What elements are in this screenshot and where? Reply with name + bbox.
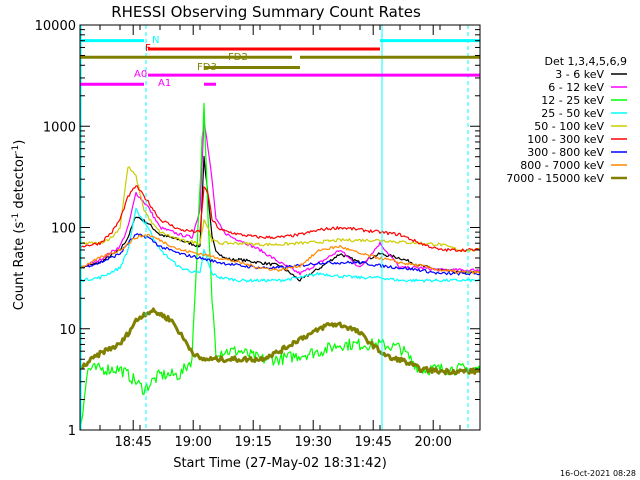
legend-entry-0: 3 - 6 keV bbox=[555, 68, 604, 81]
legend-title: Det 1,3,4,5,6,9 bbox=[544, 55, 627, 68]
y-tick-label-4: 10000 bbox=[35, 19, 76, 34]
svg-text:Count Rate (s-1 detector-1): Count Rate (s-1 detector-1) bbox=[11, 140, 27, 311]
x-tick-label-4: 19:45 bbox=[354, 435, 391, 450]
series-line-6 bbox=[79, 233, 481, 276]
x-tick-label-1: 19:00 bbox=[174, 435, 211, 450]
legend-entry-3: 25 - 50 keV bbox=[541, 107, 604, 120]
y-tick-label-0: 1 bbox=[68, 424, 76, 439]
x-axis-label: Start Time (27-May-02 18:31:42) bbox=[173, 456, 387, 471]
y-axis-label-sup2: -1 bbox=[11, 145, 21, 154]
legend-entry-8: 7000 - 15000 keV bbox=[506, 172, 604, 185]
state-label-4: A0 bbox=[134, 69, 147, 80]
state-label-3: FD3 bbox=[197, 62, 217, 73]
x-tick-label-3: 19:30 bbox=[294, 435, 331, 450]
legend-entry-4: 50 - 100 keV bbox=[534, 120, 604, 133]
state-label-5: A1 bbox=[158, 78, 171, 89]
x-tick-label-2: 19:15 bbox=[234, 435, 271, 450]
series-line-4 bbox=[79, 166, 481, 252]
state-label-0: N bbox=[152, 35, 159, 46]
legend-entry-6: 300 - 800 keV bbox=[527, 146, 604, 159]
state-label-2: FD2 bbox=[228, 52, 248, 63]
chart-title: RHESSI Observing Summary Count Rates bbox=[111, 3, 421, 21]
plot-area: NF FD2 FD3 A0 A1 1 10 100 1000 10000 18:45 19:00 19:… bbox=[35, 19, 481, 450]
legend-entry-2: 12 - 25 keV bbox=[541, 94, 604, 107]
y-axis-label-sup1: -1 bbox=[11, 213, 21, 222]
legend-entry-5: 100 - 300 keV bbox=[527, 133, 604, 146]
series-line-2 bbox=[79, 102, 481, 431]
legend-entry-7: 800 - 7000 keV bbox=[520, 159, 604, 172]
y-axis-label-end: ) bbox=[12, 140, 27, 145]
series-line-8 bbox=[79, 307, 481, 376]
y-axis-label: Count Rate (s-1 detector-1) bbox=[11, 140, 27, 311]
y-axis-label-mid: detector bbox=[12, 153, 27, 213]
series-line-1 bbox=[79, 119, 481, 276]
y-tick-label-2: 100 bbox=[51, 222, 76, 237]
series-line-7 bbox=[79, 233, 481, 275]
y-tick-label-3: 1000 bbox=[43, 120, 76, 135]
y-tick-label-1: 10 bbox=[59, 323, 76, 338]
state-label-1: F bbox=[145, 43, 151, 54]
x-tick-label-5: 20:00 bbox=[414, 435, 451, 450]
legend-entry-1: 6 - 12 keV bbox=[548, 81, 604, 94]
y-axis-label-main: Count Rate (s bbox=[12, 222, 27, 311]
series-line-0 bbox=[79, 155, 481, 282]
series-line-5 bbox=[79, 185, 480, 253]
series-line-3 bbox=[79, 207, 481, 283]
x-tick-label-0: 18:45 bbox=[114, 435, 151, 450]
timestamp: 16-Oct-2021 08:28 bbox=[560, 469, 636, 478]
